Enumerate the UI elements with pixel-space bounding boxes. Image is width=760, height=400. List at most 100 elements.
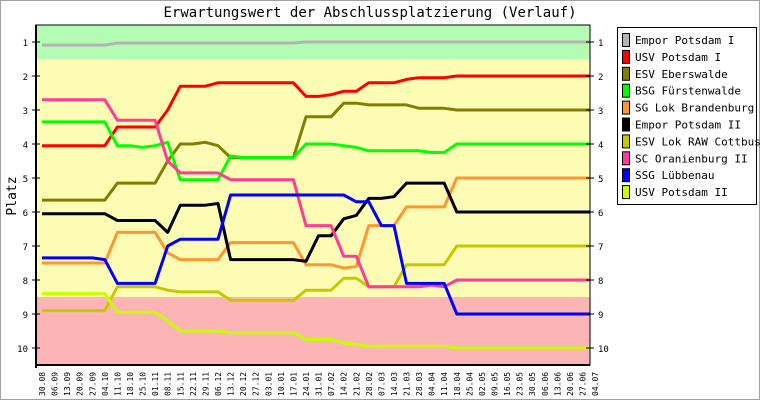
x-tick-label: 23.05 [516, 372, 525, 396]
y-tick-label-right: 10 [598, 345, 609, 355]
legend-label-6: ESV Lok RAW Cottbus [635, 135, 760, 148]
x-tick-label: 30.05 [528, 372, 537, 396]
legend-label-2: ESV Eberswalde [635, 68, 728, 81]
legend: Empor Potsdam I USV Potsdam I ESV Eberswal… [617, 27, 760, 205]
legend-swatch-9 [622, 185, 630, 200]
band-2 [36, 297, 590, 365]
legend-label-4: SG Lok Brandenburg [635, 102, 754, 115]
series-line-7 [42, 98, 590, 289]
y-tick-label-left: 3 [23, 107, 28, 117]
x-tick-label: 21.02 [352, 372, 361, 396]
y-tick-label-left: 5 [23, 175, 28, 185]
series-lines [42, 40, 590, 350]
x-tick-label: 07.02 [327, 372, 336, 396]
x-tick-label: 11.10 [113, 372, 122, 396]
x-tick-label: 03.01 [264, 372, 273, 396]
legend-label-3: BSG Fürstenwalde [635, 85, 741, 98]
legend-swatch-8 [622, 168, 630, 183]
y-tick-label-right: 8 [598, 277, 603, 287]
x-tick-label: 13.06 [553, 372, 562, 396]
legend-label-8: SSG Lübbenau [635, 169, 714, 182]
series-line-5 [42, 181, 590, 263]
x-tick-label: 06.09 [51, 372, 60, 396]
y-tick-label-left: 4 [23, 141, 28, 151]
x-tick-label: 18.10 [126, 372, 135, 396]
y-tick-label-right: 4 [598, 141, 603, 151]
legend-label-1: USV Potsdam I [635, 51, 721, 64]
x-tick-label: 31.01 [315, 372, 324, 396]
x-tick-label: 08.11 [164, 372, 173, 396]
x-tick-label: 04.04 [428, 372, 437, 396]
x-tick-label: 28.02 [365, 372, 374, 396]
series-line-8 [42, 193, 590, 316]
x-tick-label: 01.11 [151, 372, 160, 396]
x-tick-label: 15.11 [176, 372, 185, 396]
x-tick-label: 25.10 [139, 372, 148, 396]
series-line-9 [42, 292, 590, 350]
legend-swatch-6 [622, 134, 630, 149]
y-tick-label-right: 7 [598, 243, 603, 253]
legend-label-0: Empor Potsdam I [635, 34, 734, 47]
legend-label-7: SC Oranienburg II [635, 152, 748, 165]
y-tick-label-right: 6 [598, 209, 603, 219]
series-line-3 [42, 120, 590, 182]
y-tick-label-left: 8 [23, 277, 28, 287]
y-tick-label-left: 2 [23, 73, 28, 83]
y-tick-label-left: 7 [23, 243, 28, 253]
x-tick-label: 13.12 [227, 372, 236, 396]
x-tick-label: 06.12 [214, 372, 223, 396]
y-tick-label-right: 9 [598, 311, 603, 321]
x-tick-label: 27.12 [252, 372, 261, 396]
x-tick-label: 04.07 [591, 372, 600, 396]
legend-swatch-5 [622, 117, 630, 132]
y-tick-label-left: 10 [17, 345, 28, 355]
series-line-6 [42, 244, 590, 313]
legend-box [617, 27, 757, 205]
y-tick-label-right: 2 [598, 73, 603, 83]
x-tick-label: 14.03 [390, 372, 399, 396]
x-tick-label: 18.04 [453, 372, 462, 396]
x-tick-label: 24.01 [302, 372, 311, 396]
axes: 1 1 2 2 3 3 4 4 5 5 6 6 7 7 8 8 9 9 10 10 30.08 06.09 13.09 20.… [17, 24, 609, 396]
x-tick-label: 10.01 [277, 372, 286, 396]
x-tick-label: 11.04 [440, 372, 449, 396]
x-tick-label: 21.03 [403, 372, 412, 396]
x-tick-label: 27.06 [579, 372, 588, 396]
x-tick-label: 14.02 [340, 372, 349, 396]
y-tick-label-left: 6 [23, 209, 28, 219]
chart-title: Erwartungswert der Abschlussplatzierung … [163, 5, 576, 21]
legend-swatch-3 [622, 83, 630, 98]
x-tick-label: 28.03 [415, 372, 424, 396]
legend-swatch-1 [622, 49, 630, 64]
x-tick-label: 20.09 [76, 372, 85, 396]
x-tick-label: 27.09 [88, 372, 97, 396]
x-tick-label: 29.11 [201, 372, 210, 396]
x-tick-label: 25.04 [465, 372, 474, 396]
legend-label-9: USV Potsdam II [635, 186, 728, 199]
y-axis-label: Platz [5, 176, 20, 215]
series-line-2 [42, 101, 590, 202]
y-tick-label-right: 1 [598, 39, 603, 49]
series-line-0 [42, 40, 590, 47]
y-tick-label-left: 9 [23, 311, 28, 321]
legend-swatch-4 [622, 100, 630, 115]
x-tick-label: 20.06 [566, 372, 575, 396]
x-tick-label: 07.03 [377, 372, 386, 396]
x-tick-label: 09.05 [491, 372, 500, 396]
legend-swatch-2 [622, 66, 630, 81]
y-tick-label-left: 1 [23, 39, 28, 49]
x-tick-label: 06.06 [541, 372, 550, 396]
x-tick-label: 30.08 [38, 372, 47, 396]
x-tick-label: 04.10 [101, 372, 110, 396]
y-tick-label-right: 3 [598, 107, 603, 117]
x-tick-label: 20.12 [239, 372, 248, 396]
x-tick-label: 16.05 [503, 372, 512, 396]
series-line-4 [42, 176, 590, 270]
legend-swatch-0 [622, 33, 630, 47]
x-tick-label: 22.11 [189, 372, 198, 396]
y-tick-label-right: 5 [598, 175, 603, 185]
series-line-1 [42, 74, 590, 148]
x-tick-label: 13.09 [63, 372, 72, 396]
